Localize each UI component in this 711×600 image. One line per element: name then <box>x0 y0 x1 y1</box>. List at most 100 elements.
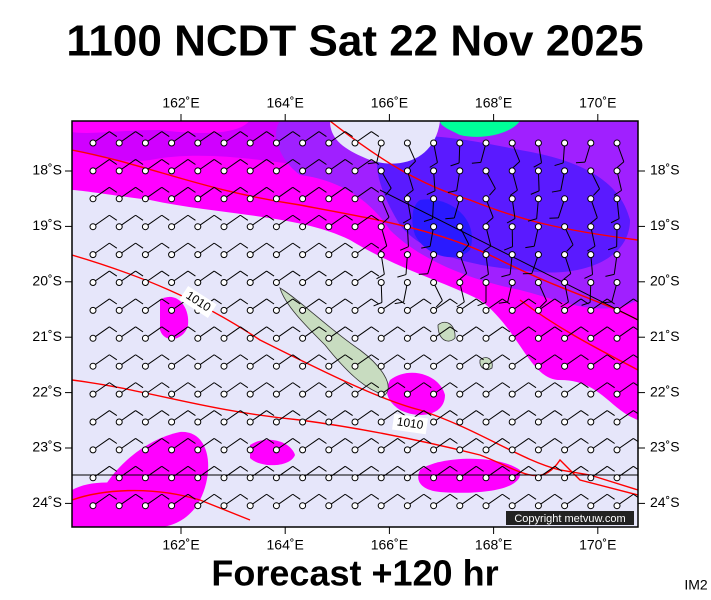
barb-flag <box>213 354 222 361</box>
barb-flag <box>135 382 144 389</box>
barb-flag <box>213 382 222 389</box>
barb-station <box>194 334 202 342</box>
barb-flag <box>397 438 406 444</box>
barb-station <box>587 139 595 147</box>
barb-station <box>377 223 385 231</box>
barb-station <box>89 446 97 454</box>
barb-station <box>456 279 464 286</box>
barb-station <box>403 474 411 482</box>
barb-flag <box>161 465 170 472</box>
barb-flag <box>397 465 406 472</box>
barb-flag <box>575 161 585 164</box>
barb-flag <box>606 326 615 333</box>
barb-flag <box>633 354 638 359</box>
barb-flag <box>610 218 620 224</box>
barb-station <box>272 139 280 147</box>
barb-flag <box>449 410 458 417</box>
barb-station <box>299 418 307 426</box>
barb-station <box>325 139 333 147</box>
barb-flag <box>213 131 222 138</box>
barb-flag <box>187 131 196 138</box>
barb-flag <box>506 218 516 224</box>
barb-station <box>351 390 359 398</box>
copyright: Copyright metvuw.com <box>514 513 625 525</box>
barb-flag <box>213 242 222 249</box>
barb-station <box>456 139 464 147</box>
barb-station <box>325 362 333 370</box>
barb-flag <box>240 214 249 221</box>
barb-flag <box>344 214 353 221</box>
barb-station <box>482 446 490 454</box>
barb-flag <box>161 298 170 305</box>
barb-station <box>272 362 280 370</box>
barb-station <box>456 362 464 370</box>
barb-flag <box>633 298 638 303</box>
barb-station <box>325 251 333 259</box>
rain-area <box>440 121 520 137</box>
barb-flag <box>449 465 458 472</box>
barb-station <box>430 139 438 147</box>
barb-flag <box>408 160 416 168</box>
barb-flag <box>318 298 327 305</box>
barb-flag <box>213 270 222 277</box>
barb-flag <box>240 354 249 361</box>
barb-flag <box>397 382 406 389</box>
barb-flag <box>471 161 481 164</box>
barb-station <box>587 418 595 426</box>
barb-flag <box>580 326 589 333</box>
barb-flag <box>240 382 249 389</box>
barb-station <box>141 390 149 398</box>
barb-station <box>246 279 254 286</box>
barb-station <box>89 362 97 370</box>
barb-station <box>430 446 438 454</box>
barb-station <box>246 139 254 147</box>
barb-station <box>141 139 149 147</box>
barb-flag <box>633 438 638 443</box>
barb-flag <box>161 242 170 249</box>
barb-station <box>89 139 97 147</box>
barb-flag <box>397 493 406 500</box>
barb-station <box>587 306 595 314</box>
barb-station <box>299 167 307 175</box>
barb-flag <box>554 354 563 361</box>
barb-station <box>587 362 595 370</box>
barb-station <box>482 195 490 203</box>
barb-flag <box>400 246 409 251</box>
barb-flag <box>633 465 638 471</box>
barb-station <box>168 502 176 510</box>
barb-flag <box>318 382 327 389</box>
barb-station <box>430 251 438 259</box>
barb-flag <box>161 214 170 221</box>
barb-station <box>246 362 254 370</box>
barb-flag <box>554 410 563 417</box>
barb-station <box>587 446 595 454</box>
barb-station <box>482 279 490 286</box>
barb-flag <box>213 438 222 444</box>
frame <box>71 120 639 528</box>
barb-flag <box>266 410 275 417</box>
barb-flag <box>580 465 589 472</box>
barb-station <box>246 306 254 314</box>
lat-label: 18˚S <box>32 162 62 178</box>
barb-flag <box>318 242 327 249</box>
barb-station <box>534 251 542 259</box>
barb-flag <box>554 382 563 389</box>
barb-flag <box>554 465 563 472</box>
barb-flag <box>187 382 196 389</box>
barb-flag <box>109 270 118 277</box>
barb-flag <box>382 216 390 224</box>
barb-station <box>587 390 595 398</box>
barb-station <box>613 502 621 510</box>
barb-station <box>430 223 438 231</box>
barb-flag <box>318 270 327 277</box>
lon-label: 168˚E <box>475 95 512 111</box>
lon-label: 162˚E <box>162 537 199 553</box>
barb-station <box>351 502 359 510</box>
barb-flag <box>161 131 170 138</box>
barb-flag <box>187 214 196 221</box>
barb-station <box>325 195 333 203</box>
barb-station <box>246 334 254 342</box>
barb-flag <box>266 382 275 389</box>
barb-flag <box>502 326 511 333</box>
barb-station <box>508 279 516 286</box>
